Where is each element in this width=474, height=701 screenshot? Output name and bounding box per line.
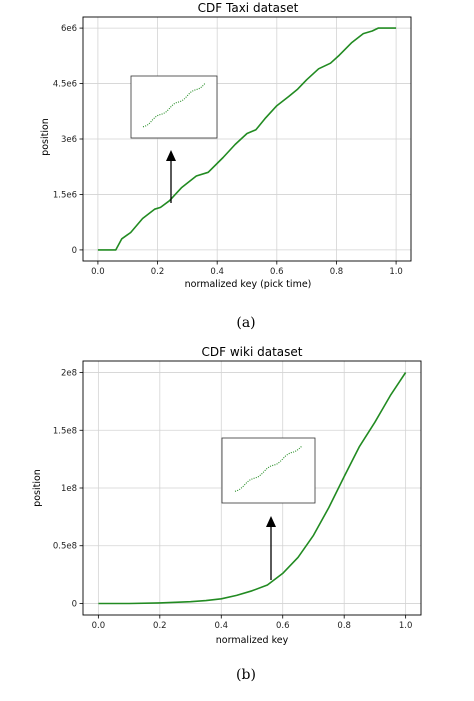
chart-a-caption: (a) (236, 315, 255, 331)
chart-a-ytick-label: 6e6 (61, 24, 77, 34)
chart-a-inset-box (130, 75, 218, 139)
chart-a-ylabel: position (40, 118, 51, 156)
chart-b-ytick-label: 0 (72, 599, 77, 609)
chart-a-ytick-label: 4.5e6 (53, 80, 77, 90)
chart-b-inset-curve (234, 445, 303, 492)
chart-a-xtick-label: 0.4 (210, 267, 224, 277)
chart-b-xlabel: normalized key (216, 635, 289, 646)
chart-b-xtick-label: 0.0 (92, 621, 106, 631)
chart-b-xtick-label: 1.0 (399, 621, 413, 631)
chart-b-ytick-label: 1.5e8 (53, 426, 77, 436)
chart-a-xlabel: normalized key (pick time) (185, 279, 312, 290)
chart-b: CDF wiki dataset normalized key position… (32, 345, 422, 683)
chart-a-ytick-label: 0 (72, 246, 77, 256)
chart-b-xtick-label: 0.4 (215, 621, 229, 631)
chart-a-xtick-label: 0.6 (270, 267, 284, 277)
chart-b-ytick-label: 0.5e8 (53, 542, 77, 552)
chart-b-inset-box (221, 437, 316, 504)
chart-b-ylabel: position (32, 469, 43, 507)
chart-b-ytick-label: 1e8 (61, 484, 77, 494)
chart-b-series-line (98, 372, 407, 605)
chart-a-ytick-label: 3e6 (61, 135, 77, 145)
chart-b-xtick-label: 0.6 (276, 621, 290, 631)
chart-b-caption: (b) (236, 667, 256, 683)
chart-a-xtick-label: 1.0 (389, 267, 403, 277)
chart-b-xtick-label: 0.8 (337, 621, 351, 631)
chart-a-ytick-label: 1.5e6 (53, 190, 77, 200)
chart-b-arrow-head (266, 516, 276, 527)
chart-a-xtick-label: 0.8 (330, 267, 344, 277)
chart-b-ytick-label: 2e8 (61, 369, 77, 379)
chart-a-arrow-head (166, 150, 176, 161)
chart-a-inset-curve (142, 83, 206, 128)
chart-b-title: CDF wiki dataset (202, 345, 303, 359)
chart-a-title: CDF Taxi dataset (198, 1, 299, 15)
chart-a: CDF Taxi dataset normalized key (pick ti… (40, 1, 412, 331)
chart-b-xtick-label: 0.2 (153, 621, 167, 631)
chart-a-series-line (97, 27, 397, 251)
chart-a-xtick-label: 0.0 (91, 267, 105, 277)
chart-a-xtick-label: 0.2 (151, 267, 165, 277)
